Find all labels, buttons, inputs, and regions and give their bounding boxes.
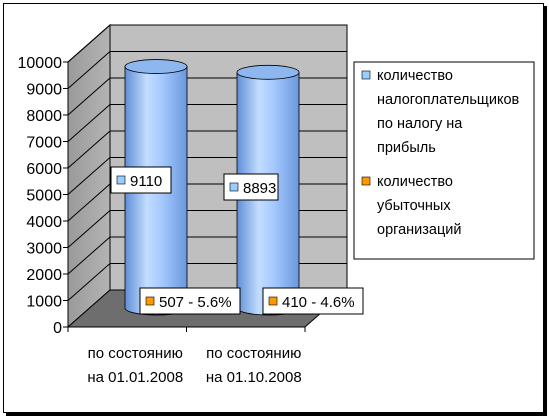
legend-box [353,61,535,260]
legend-label-1-2: организаций [377,222,462,238]
data-label-series2-1-text: 410 - 4.6% [282,294,355,311]
data-label-series1-0-text: 9110 [130,173,162,190]
y-tick-label-4: 4000 [26,214,62,231]
gridline-10 [67,24,347,63]
legend-label-0-1: налогоплательщиков [377,92,520,108]
legend-label-0-3: прибыль [377,140,436,156]
data-label-series1-0: 9110 [110,166,172,194]
legend-key-0 [361,70,371,80]
y-tick-label-0: 0 [53,320,62,337]
legend-label-0-0: количество [377,68,453,84]
data-label-series2-0-text: 507 - 5.6% [159,294,232,311]
y-tick-label-3: 3000 [26,241,62,258]
y-tick-label-10: 10000 [18,55,63,72]
data-label-series2-0-key [145,296,155,306]
y-tick-label-1: 1000 [26,294,62,311]
y-tick-label-2: 2000 [26,267,62,284]
legend-key-1 [361,176,371,186]
x-category-label-1-1: на 01.10.2008 [206,369,302,386]
y-tick-label-9: 9000 [26,82,62,99]
data-label-series2-1-box [262,287,364,315]
legend-label-1-0: количество [377,174,453,190]
data-label-series1-1-key [229,182,239,192]
x-category-label-1-0: по состоянию [206,345,301,362]
data-label-series2-1: 410 - 4.6% [262,287,364,315]
y-tick-label-5: 5000 [26,188,62,205]
legend: количество налогоплательщиков по налогу на… [353,61,535,260]
y-tick-label-8: 8000 [26,108,62,125]
bar-series1-1-top [236,64,300,80]
x-category-label-0-1: на 01.01.2008 [87,369,183,386]
data-label-series2-0: 507 - 5.6% [139,287,241,315]
data-label-series2-0-box [139,287,241,315]
legend-label-0-2: по налогу на [377,116,463,132]
legend-label-1-1: убыточных [377,198,451,214]
data-label-series1-1-text: 8893 [243,180,276,197]
data-label-series1-1: 8893 [223,173,279,201]
y-tick-label-6: 6000 [26,161,62,178]
x-category-label-0-0: по состоянию [88,345,183,362]
y-tick-label-7: 7000 [26,135,62,152]
gridline-9 [67,51,347,89]
data-label-series2-1-key [268,296,278,306]
bar-series1-0-top [124,59,188,74]
data-label-series1-0-key [116,175,126,185]
